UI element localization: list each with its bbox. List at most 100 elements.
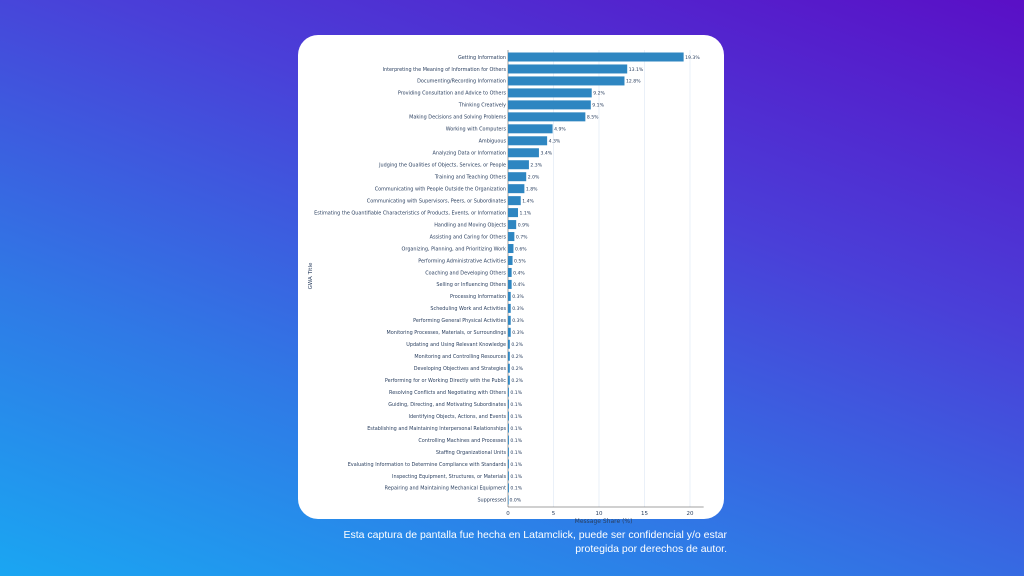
data-label: 8.5% xyxy=(587,115,599,121)
data-label: 0.1% xyxy=(510,414,522,420)
data-label: 0.2% xyxy=(511,342,523,348)
data-label: 2.0% xyxy=(528,175,540,181)
bar xyxy=(508,52,684,62)
bar xyxy=(508,112,586,122)
data-label: 0.3% xyxy=(512,306,524,312)
y-tick-label: Monitoring Processes, Materials, or Surr… xyxy=(387,330,507,336)
y-tick-label: Evaluating Information to Determine Comp… xyxy=(348,462,507,468)
x-axis-title: Message Share (%) xyxy=(575,518,633,525)
bar xyxy=(508,483,509,493)
bar xyxy=(508,232,515,242)
data-label: 0.3% xyxy=(512,318,524,324)
data-label: 0.9% xyxy=(518,222,530,228)
bar xyxy=(508,435,509,445)
bar xyxy=(508,495,509,505)
bar xyxy=(508,255,513,265)
bar xyxy=(508,184,525,194)
bar xyxy=(508,459,509,469)
bar xyxy=(508,279,512,289)
bar xyxy=(508,303,511,313)
bar xyxy=(508,124,553,134)
data-label: 4.9% xyxy=(554,127,566,133)
y-tick-label: Organizing, Planning, and Prioritizing W… xyxy=(402,246,507,252)
bar xyxy=(508,136,548,146)
data-label: 13.1% xyxy=(629,67,644,73)
bar xyxy=(508,387,509,397)
bar xyxy=(508,220,517,230)
x-tick-label: 10 xyxy=(596,511,603,517)
data-label: 0.1% xyxy=(510,486,522,492)
y-tick-label: Establishing and Maintaining Interperson… xyxy=(367,426,506,432)
data-label: 0.4% xyxy=(513,270,525,276)
bar xyxy=(508,351,510,361)
y-tick-label: Making Decisions and Solving Problems xyxy=(409,115,506,121)
y-tick-label: Interpreting the Meaning of Information … xyxy=(383,67,507,73)
y-tick-label: Coaching and Developing Others xyxy=(425,270,506,276)
bar xyxy=(508,375,510,385)
bar xyxy=(508,100,591,110)
y-tick-label: Scheduling Work and Activities xyxy=(430,306,506,312)
bar xyxy=(508,363,510,373)
y-tick-label: Selling or Influencing Others xyxy=(436,282,506,288)
data-label: 0.7% xyxy=(516,234,528,240)
y-tick-label: Assisting and Caring for Others xyxy=(430,234,507,240)
data-label: 0.1% xyxy=(510,474,522,480)
y-tick-label: Providing Consultation and Advice to Oth… xyxy=(398,91,507,97)
data-label: 0.2% xyxy=(511,366,523,372)
bar xyxy=(508,267,512,277)
x-tick-label: 15 xyxy=(641,511,648,517)
data-label: 0.5% xyxy=(514,258,526,264)
bar xyxy=(508,327,511,337)
data-label: 1.1% xyxy=(520,210,532,216)
y-axis-title: GWA Title xyxy=(308,262,314,289)
y-tick-label: Working with Computers xyxy=(446,127,507,133)
y-tick-label: Analyzing Data or Information xyxy=(433,151,506,157)
x-tick-label: 20 xyxy=(687,511,694,517)
y-tick-label: Updating and Using Relevant Knowledge xyxy=(406,342,506,348)
y-tick-label: Training and Teaching Others xyxy=(434,175,507,181)
data-label: 12.8% xyxy=(626,79,641,85)
bar xyxy=(508,208,519,218)
y-tick-label: Processing Information xyxy=(450,294,506,300)
bar xyxy=(508,148,539,158)
y-tick-label: Controlling Machines and Processes xyxy=(418,438,506,444)
y-tick-label: Communicating with Supervisors, Peers, o… xyxy=(367,198,507,204)
data-label: 2.3% xyxy=(530,163,542,169)
data-label: 9.2% xyxy=(593,91,605,97)
data-label: 4.3% xyxy=(549,139,561,145)
data-label: 0.1% xyxy=(510,390,522,396)
bar xyxy=(508,411,509,421)
x-tick-label: 5 xyxy=(552,511,556,517)
data-label: 0.1% xyxy=(510,402,522,408)
y-tick-label: Suppressed xyxy=(477,498,506,504)
bar xyxy=(508,76,625,86)
y-tick-label: Thinking Creatively xyxy=(458,103,506,109)
data-label: 1.8% xyxy=(526,186,538,192)
bar xyxy=(508,471,509,481)
data-label: 0.3% xyxy=(512,294,524,300)
y-tick-label: Communicating with People Outside the Or… xyxy=(375,186,506,192)
data-label: 0.2% xyxy=(511,378,523,384)
y-tick-label: Identifying Objects, Actions, and Events xyxy=(409,414,507,420)
y-tick-label: Resolving Conflicts and Negotiating with… xyxy=(389,390,506,396)
y-tick-label: Performing Administrative Activities xyxy=(418,258,506,264)
x-tick-label: 0 xyxy=(506,511,510,517)
y-tick-label: Performing for or Working Directly with … xyxy=(385,378,506,384)
bar xyxy=(508,196,521,206)
data-label: 0.6% xyxy=(515,246,527,252)
data-label: 19.3% xyxy=(685,55,700,61)
y-tick-label: Staffing Organizational Units xyxy=(436,450,507,456)
bar xyxy=(508,291,511,301)
y-tick-label: Performing General Physical Activities xyxy=(413,318,506,324)
bar xyxy=(508,339,510,349)
y-tick-label: Estimating the Quantifiable Characterist… xyxy=(314,210,506,216)
y-tick-label: Developing Objectives and Strategies xyxy=(414,366,507,372)
data-label: 0.1% xyxy=(510,450,522,456)
y-tick-label: Judging the Qualities of Objects, Servic… xyxy=(378,163,506,169)
data-label: 0.1% xyxy=(510,438,522,444)
data-label: 0.2% xyxy=(511,354,523,360)
bar xyxy=(508,244,514,254)
y-tick-label: Documenting/Recording Information xyxy=(417,79,506,85)
data-label: 0.0% xyxy=(510,498,522,504)
